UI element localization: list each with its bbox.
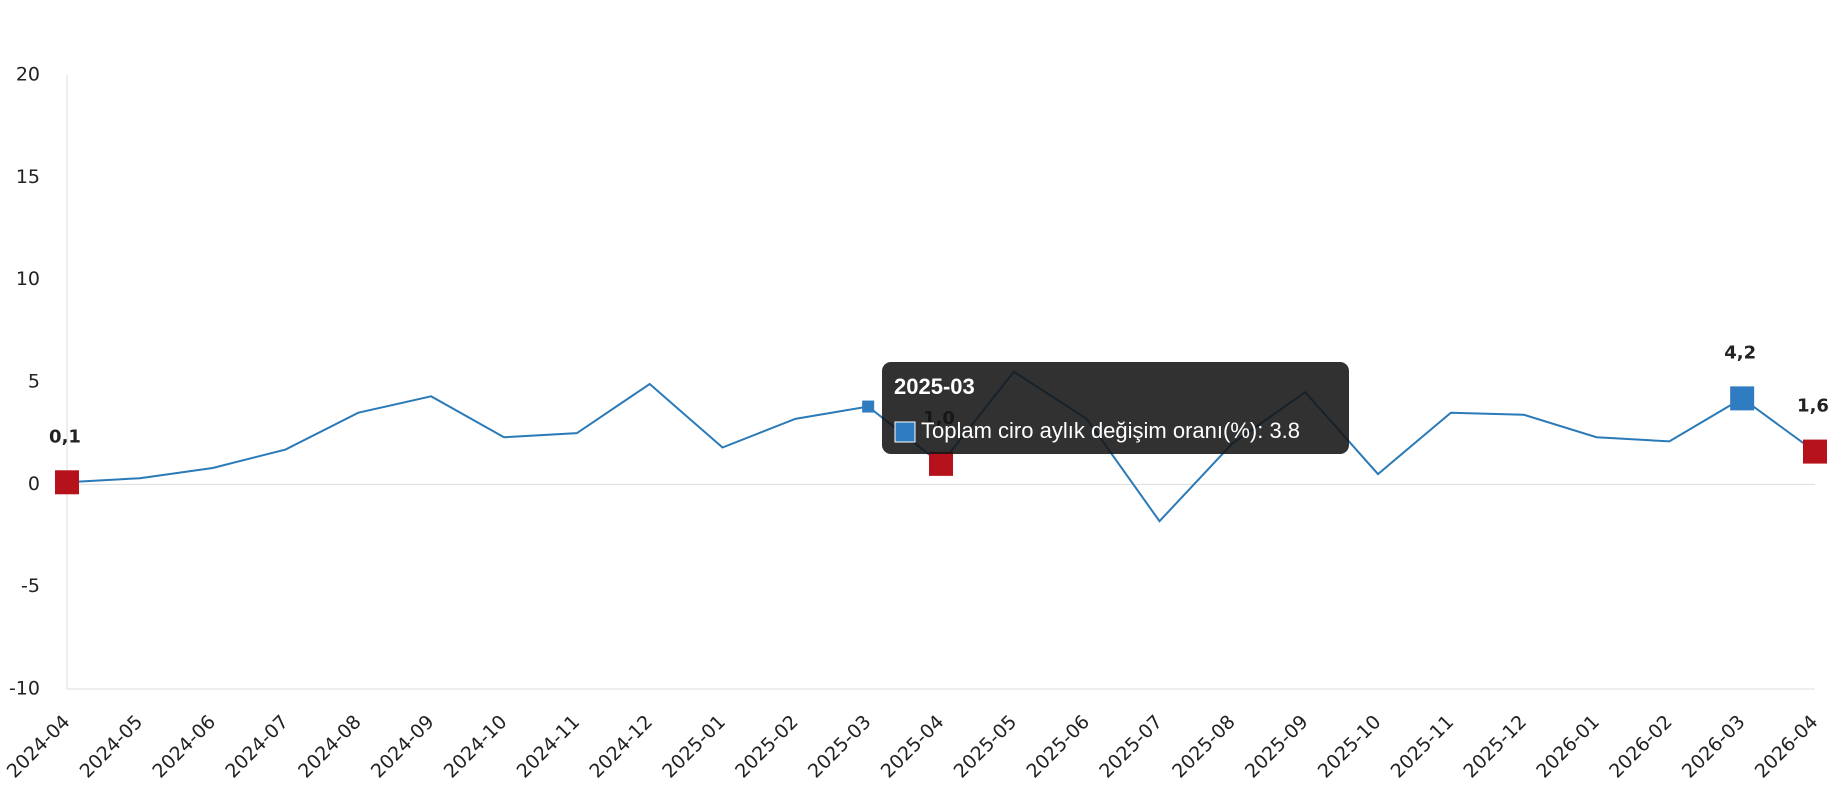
y-tick-label: 5 [28,371,40,393]
x-tick-label: 2025-02 [731,711,803,783]
highlight-marker [929,451,953,476]
highlight-marker [1803,439,1827,464]
y-tick-label: 20 [16,64,40,86]
tooltip-text: Toplam ciro aylık değişim oranı(%): 3.8 [921,418,1300,443]
x-tick-label: 2024-05 [76,711,148,783]
x-tick-label: 2026-01 [1532,711,1604,783]
hover-marker [862,400,875,413]
y-tick-label: -5 [21,575,40,597]
tooltip-swatch [894,421,916,443]
x-tick-label: 2025-10 [1314,711,1386,783]
x-tick-label: 2024-07 [221,711,293,783]
x-tick-label: 2025-01 [658,711,730,783]
highlight-marker [55,470,79,495]
y-tick-label: 10 [16,268,40,290]
x-tick-label: 2025-03 [804,711,876,783]
x-tick-label: 2025-05 [950,711,1022,783]
x-tick-label: 2024-12 [585,711,657,783]
x-tick-label: 2025-08 [1168,711,1240,783]
y-tick-label: 15 [16,166,40,188]
x-tick-label: 2026-04 [1751,711,1823,783]
y-tick-label: -10 [9,678,40,700]
x-tick-label: 2024-04 [3,711,75,783]
tooltip-box [882,362,1349,454]
x-tick-label: 2026-03 [1678,711,1750,783]
x-tick-label: 2024-06 [148,711,220,783]
x-tick-label: 2026-02 [1605,711,1677,783]
data-label: 1,6 [1797,396,1829,417]
x-tick-label: 2025-11 [1387,711,1459,783]
tooltip: 2025-03 Toplam ciro aylık değişim oranı(%… [882,362,1349,454]
active-marker [1730,386,1755,411]
y-tick-label: 0 [28,473,40,495]
data-label: 0,1 [49,426,81,447]
x-tick-label: 2025-06 [1022,711,1094,783]
x-tick-label: 2025-12 [1459,711,1531,783]
tooltip-title: 2025-03 [894,374,975,399]
data-label: 4,2 [1724,342,1756,363]
x-tick-label: 2025-04 [877,711,949,783]
x-tick-label: 2024-11 [513,711,585,783]
x-tick-label: 2025-09 [1241,711,1313,783]
x-tick-label: 2024-09 [367,711,439,783]
x-tick-label: 2024-08 [294,711,366,783]
x-tick-label: 2024-10 [440,711,512,783]
x-tick-label: 2025-07 [1095,711,1167,783]
